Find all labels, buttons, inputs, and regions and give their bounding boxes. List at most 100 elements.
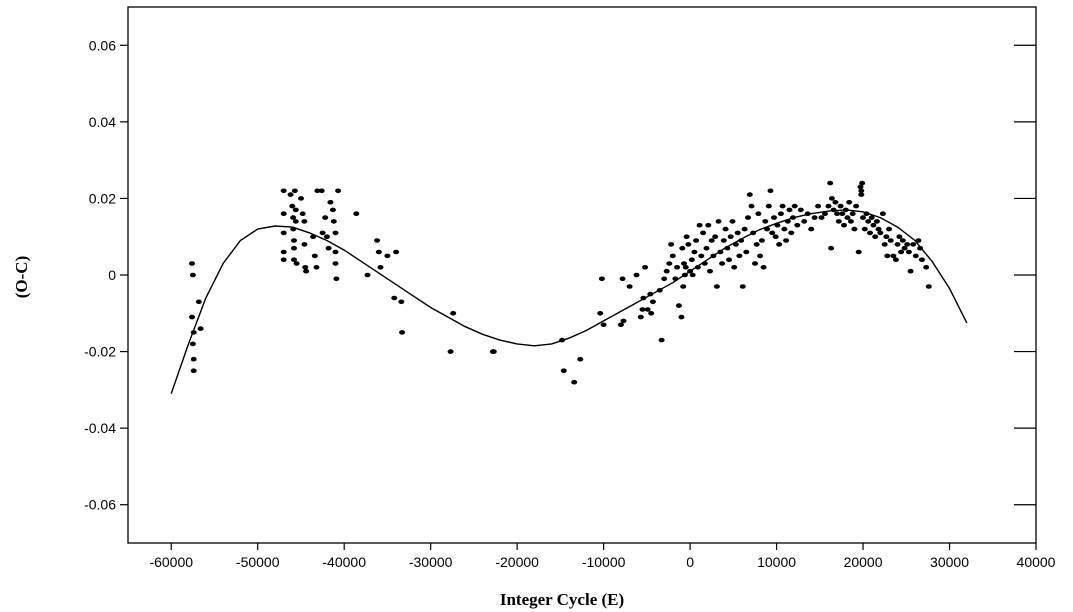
data-point: [786, 207, 793, 213]
data-point: [830, 207, 837, 213]
data-point: [332, 230, 339, 236]
data-point: [197, 326, 204, 331]
data-point: [729, 219, 736, 224]
data-point: [644, 307, 651, 312]
data-point: [705, 222, 712, 228]
data-point: [325, 245, 332, 251]
data-point: [857, 184, 864, 190]
data-point: [637, 314, 644, 320]
data-point: [698, 253, 705, 259]
data-point: [846, 200, 853, 205]
data-point: [332, 261, 339, 266]
data-point: [743, 249, 750, 255]
data-point: [867, 230, 873, 236]
data-point: [626, 284, 633, 289]
data-point: [719, 261, 726, 266]
data-point: [313, 265, 320, 270]
data-point: [890, 253, 897, 259]
data-point: [289, 203, 296, 209]
y-tick-label: 0.04: [89, 114, 116, 130]
data-point: [323, 234, 330, 239]
data-point: [835, 219, 842, 224]
data-point: [291, 245, 297, 251]
data-point: [861, 226, 868, 232]
data-point: [827, 180, 834, 186]
data-point: [873, 219, 880, 224]
data-point: [739, 284, 746, 289]
data-point: [815, 203, 822, 209]
data-point: [190, 356, 197, 362]
data-point: [923, 265, 930, 270]
data-point: [322, 215, 329, 220]
data-point: [841, 222, 847, 228]
data-point: [788, 230, 795, 236]
data-point: [804, 211, 811, 216]
data-point: [760, 265, 767, 270]
data-point: [620, 318, 627, 324]
data-point: [319, 230, 326, 236]
data-point: [287, 192, 294, 197]
data-point: [851, 226, 858, 232]
data-point: [311, 253, 318, 259]
data-point: [280, 188, 287, 194]
data-point: [738, 238, 745, 243]
data-point: [280, 230, 287, 236]
data-point: [757, 253, 764, 259]
data-point: [683, 234, 690, 239]
data-point: [828, 196, 835, 201]
y-tick-label: 0: [108, 267, 116, 283]
data-point: [649, 299, 656, 305]
x-tick-label: 10000: [757, 554, 796, 570]
data-point: [875, 226, 882, 232]
data-point: [764, 226, 771, 232]
data-point: [280, 211, 287, 216]
data-point: [298, 196, 304, 201]
data-point: [847, 219, 854, 224]
plot-frame: [127, 6, 1037, 544]
data-point: [633, 272, 640, 278]
data-point: [883, 234, 890, 239]
data-point: [639, 307, 646, 312]
data-point: [329, 207, 336, 213]
data-point: [901, 245, 908, 251]
data-point: [708, 238, 715, 243]
data-point: [905, 249, 912, 255]
data-point: [860, 215, 866, 220]
data-point: [772, 234, 779, 239]
data-point: [765, 203, 772, 209]
data-point: [865, 219, 872, 224]
data-point: [398, 299, 405, 305]
data-point: [384, 253, 391, 259]
data-point: [790, 215, 796, 220]
data-point: [678, 314, 685, 320]
data-point: [774, 222, 781, 228]
y-tick-label: -0.04: [84, 420, 116, 436]
data-point: [291, 257, 297, 263]
data-point: [447, 349, 454, 354]
data-point: [771, 215, 777, 220]
data-point: [293, 261, 300, 266]
data-point: [656, 288, 663, 293]
data-point: [837, 203, 844, 209]
data-point: [918, 257, 925, 263]
data-point: [886, 226, 892, 232]
data-point: [710, 253, 717, 259]
x-tick-label: -60000: [149, 554, 193, 570]
data-point: [797, 207, 804, 213]
data-point: [769, 230, 776, 236]
axis-ticks: [120, 44, 1037, 550]
data-point: [734, 230, 741, 236]
data-point: [855, 249, 862, 255]
data-point: [783, 238, 790, 243]
data-point: [701, 261, 708, 266]
data-point: [672, 276, 679, 282]
data-point: [753, 242, 760, 247]
data-point: [872, 234, 879, 239]
data-point: [776, 242, 783, 247]
data-point: [642, 265, 649, 270]
x-tick-label: -20000: [495, 554, 539, 570]
data-point: [912, 253, 919, 259]
data-point: [318, 188, 325, 194]
y-tick-label: 0.06: [89, 37, 116, 53]
data-point: [195, 299, 202, 305]
